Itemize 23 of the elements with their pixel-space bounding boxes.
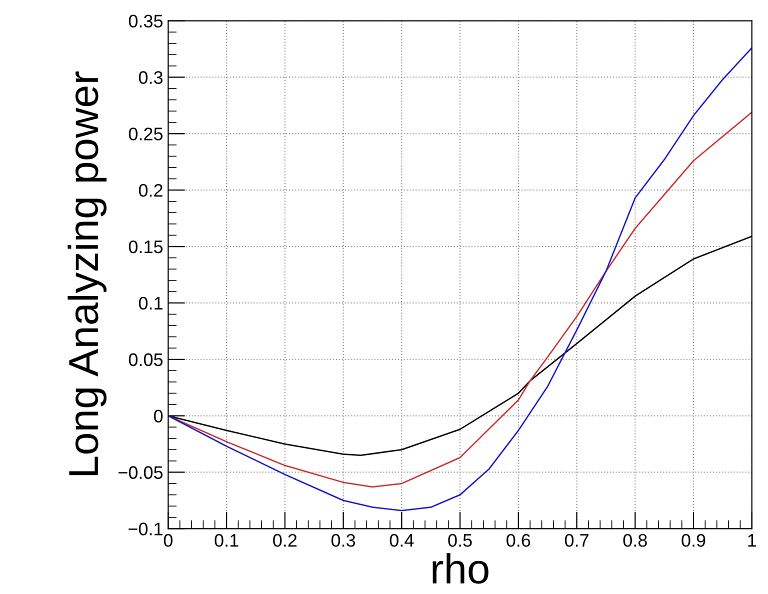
y-tick-label: 0.15 [128,240,163,254]
y-tick-label: 0.3 [138,71,163,84]
y-tick-label: −0.05 [118,466,163,479]
x-tick-label: 0.5 [448,534,472,547]
x-tick-label: 0.1 [214,534,238,547]
x-tick-label: 0.2 [273,534,297,547]
y-tick-label: 0 [154,410,163,423]
x-tick-label: 0.9 [682,534,706,547]
x-tick-label: 0.7 [564,534,588,547]
x-tick-label: 0.4 [390,534,414,547]
x-tick-label: 0.6 [506,534,530,547]
y-axis-title: Long Analyzing power [68,72,107,476]
y-tick-label: −0.1 [128,522,162,536]
y-tick-label: 0.25 [128,128,163,140]
y-tick-label: 0.2 [138,184,162,197]
x-tick-label: 1 [748,534,756,547]
x-tick-label: 0.3 [331,534,356,547]
x-tick-label: 0 [164,534,173,547]
y-tick-label: 0.05 [128,353,163,366]
y-tick-label: 0.35 [128,14,163,28]
x-tick-label: 0.8 [623,534,647,547]
x-axis-title: rho [432,553,488,584]
y-tick-label: 0.1 [138,296,162,310]
